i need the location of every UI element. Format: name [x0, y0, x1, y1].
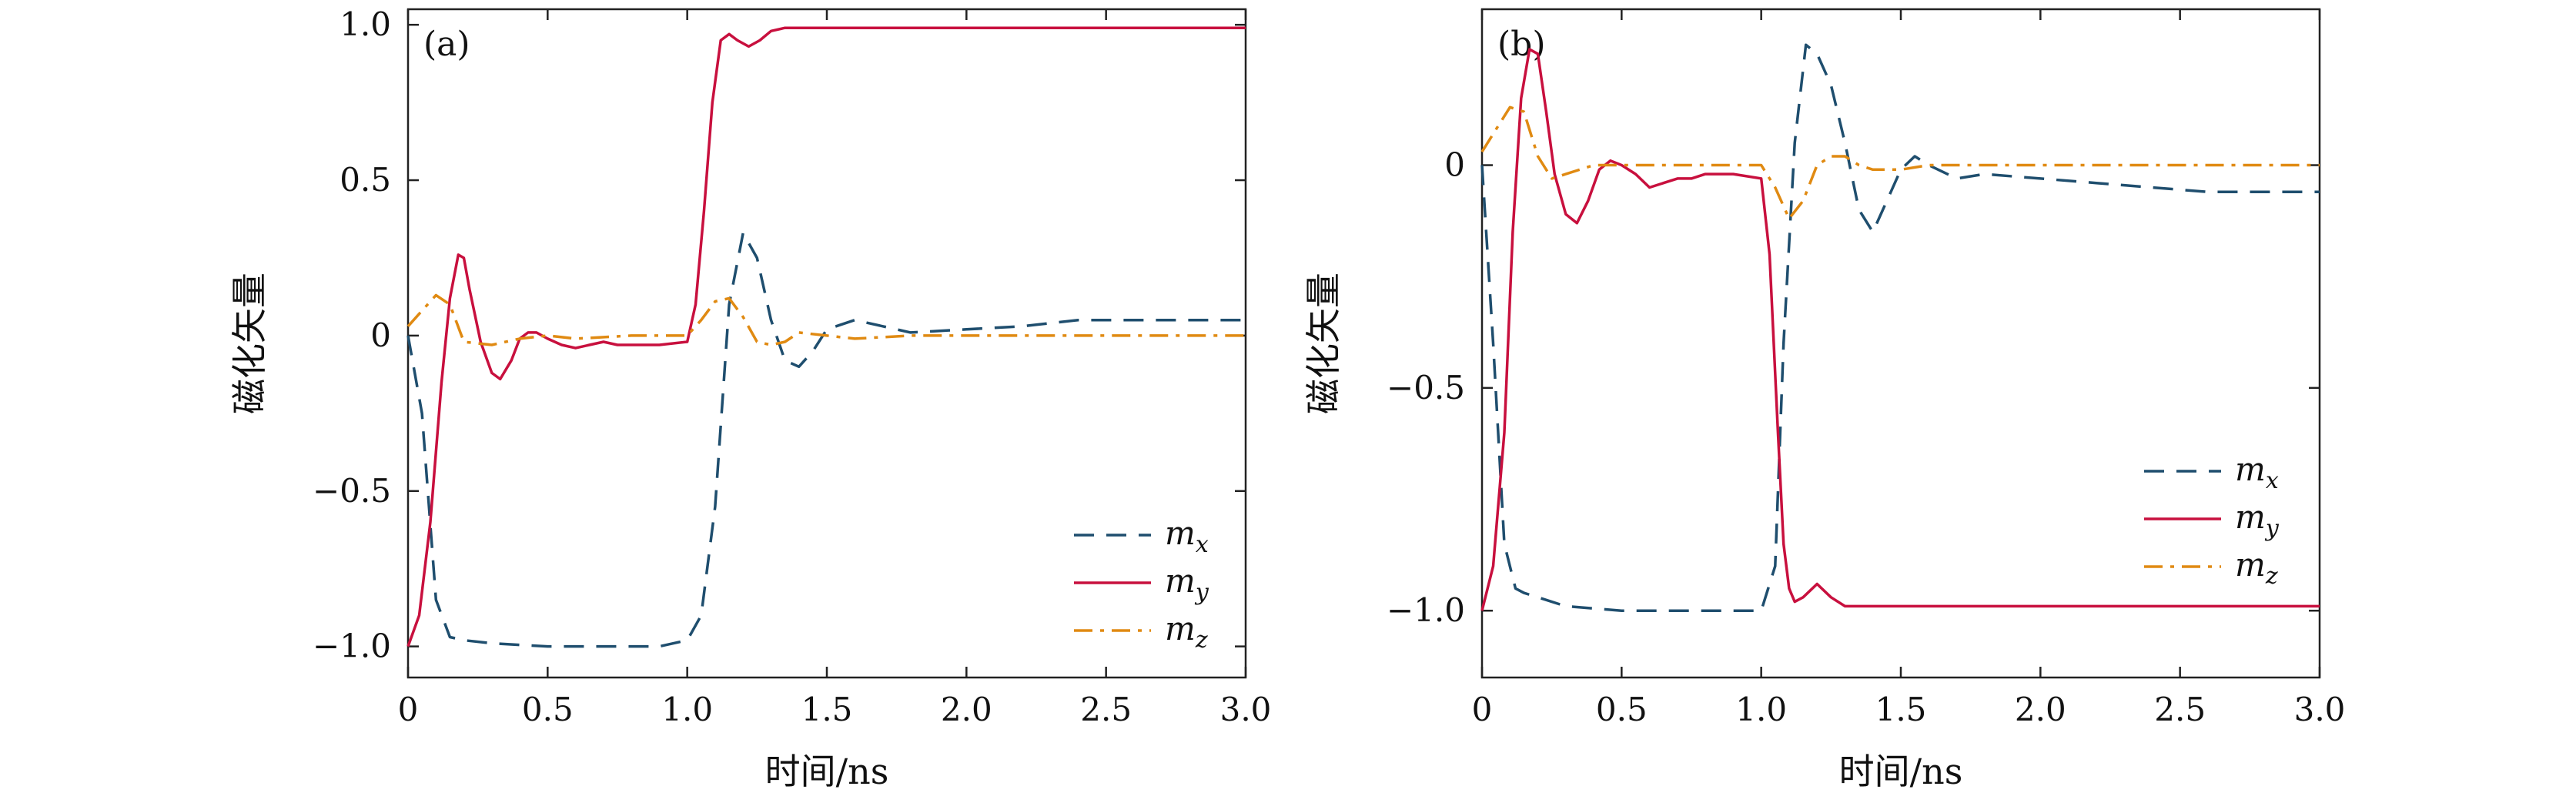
legend-subscript: x [1196, 531, 1209, 558]
legend-label-z: mz [1165, 610, 1208, 654]
series-line-y [1480, 48, 2320, 611]
y-tick-label: −0.5 [1387, 369, 1465, 407]
x-tick-label: 0.5 [522, 691, 574, 728]
x-axis-title: 时间/ns [1839, 751, 1963, 792]
panel-a: 0 0.5 1.0 1.5 2.0 2.5 3.0 −1.0 −0.5 0 0.5 1.0 时间/ns 磁… [229, 5, 1271, 792]
x-tick-label: 2.0 [2015, 691, 2066, 728]
legend-label-x: mx [1165, 514, 1209, 558]
x-tick-label: 1.0 [661, 691, 713, 728]
x-tick-label: 2.5 [1080, 691, 1132, 728]
panel-b: 0 0.5 1.0 1.5 2.0 2.5 3.0−1.0−0.50时间/ns磁化矢量(b)… [1303, 8, 2346, 792]
series-line-z [406, 293, 1246, 346]
y-tick-label: 1.0 [340, 5, 391, 43]
panel-label: (a) [423, 25, 470, 64]
series-line-x [406, 231, 1246, 648]
legend-label-z: mz [2235, 546, 2278, 590]
legend-label-y: my [2235, 498, 2280, 542]
x-tick-label: 0 [398, 691, 419, 728]
y-axis-title: 磁化矢量 [229, 273, 270, 414]
y-tick-label: 0.5 [340, 161, 391, 199]
x-tick-label: 2.5 [2154, 691, 2206, 728]
x-tick-label: 0.5 [1596, 691, 1648, 728]
legend-label-y: my [1165, 562, 1209, 606]
legend-subscript: y [2264, 515, 2280, 542]
plot-frame [406, 8, 1247, 679]
legend-subscript: x [2266, 467, 2279, 494]
legend-subscript: y [1194, 579, 1209, 606]
x-tick-label: 3.0 [1220, 691, 1272, 728]
legend-subscript: z [2265, 563, 2278, 590]
y-tick-label: 0 [1444, 146, 1465, 184]
x-tick-label: 1.5 [1875, 691, 1927, 728]
plot-frame [1480, 8, 2321, 679]
series-line-z [1480, 105, 2320, 220]
y-tick-label: 0 [370, 316, 391, 354]
y-tick-label: −0.5 [313, 472, 391, 510]
y-axis-title: 磁化矢量 [1303, 273, 1344, 414]
legend-label-x: mx [2235, 450, 2279, 494]
x-tick-label: 3.0 [2294, 691, 2346, 728]
y-tick-label: −1.0 [313, 627, 391, 665]
legend-subscript: z [1195, 627, 1208, 654]
y-tick-label: −1.0 [1387, 591, 1465, 629]
x-axis-title: 时间/ns [765, 751, 889, 792]
x-tick-label: 2.0 [941, 691, 992, 728]
series-line-y [406, 26, 1246, 647]
x-tick-label: 1.5 [801, 691, 853, 728]
x-tick-label: 0 [1472, 691, 1493, 728]
series-line-x [1480, 43, 2320, 612]
x-tick-label: 1.0 [1735, 691, 1787, 728]
